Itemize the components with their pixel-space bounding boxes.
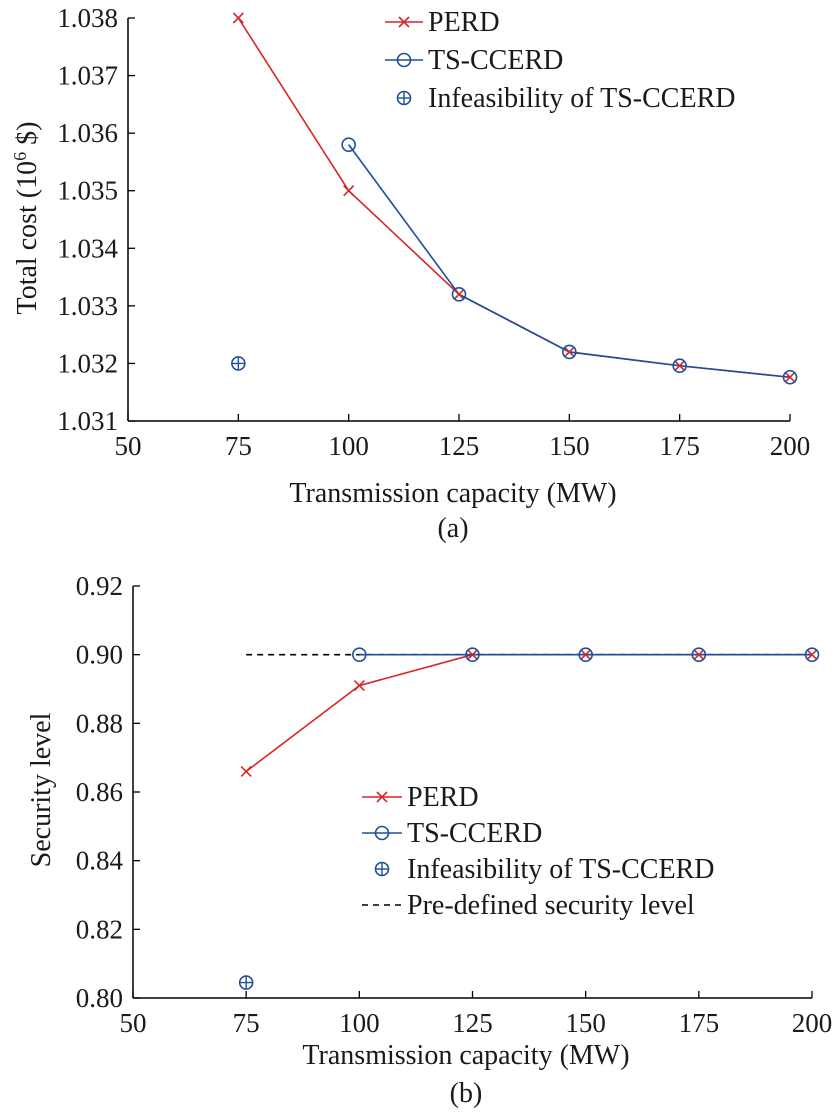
data-point-perd — [784, 371, 796, 383]
legend-marker — [396, 90, 412, 106]
y-tick-label: 1.034 — [57, 233, 118, 263]
data-point-ts-ccerd — [804, 647, 820, 662]
y-axis-label-a-tail: $) — [12, 122, 43, 152]
y-tick-label: 1.033 — [57, 291, 118, 321]
chart-panel-b: Transmission capacity (MW) (b) Security … — [26, 571, 832, 1109]
legend-a: PERD TS-CCERD Infeasibility of TS-CCERD — [385, 7, 735, 114]
data-point-infeasible — [238, 975, 254, 990]
legend-item: Pre-defined security level — [362, 890, 695, 921]
y-tick-label: 1.035 — [57, 176, 118, 206]
y-tick-label: 1.036 — [57, 118, 118, 148]
data-point-perd — [353, 680, 365, 692]
panel-label-a: (a) — [437, 513, 468, 544]
legend-marker — [398, 16, 410, 28]
data-point-perd — [693, 649, 705, 661]
legend-label: TS-CCERD — [407, 818, 542, 849]
y-axis-label-a-main: Total cost (10 — [12, 161, 43, 315]
x-tick-label: 75 — [233, 1008, 260, 1038]
data-point-ts-ccerd — [465, 647, 480, 662]
data-point-perd — [466, 649, 479, 661]
x-axis-label-a: Transmission capacity (MW) — [289, 478, 616, 509]
legend-label: TS-CCERD — [428, 45, 563, 76]
legend-label: PERD — [428, 7, 500, 38]
data-point-perd — [232, 12, 244, 24]
x-tick-label: 175 — [659, 431, 700, 461]
data-point-ts-ccerd — [578, 647, 593, 662]
panel-label-b: (b) — [450, 1078, 483, 1109]
legend-item: Infeasibility of TS-CCERD — [374, 854, 714, 885]
data-point-ts-ccerd — [782, 369, 798, 385]
x-tick-label: 50 — [120, 1008, 147, 1038]
x-tick-label: 200 — [792, 1008, 833, 1038]
data-point-perd — [240, 765, 252, 777]
y-tick-label: 0.86 — [76, 777, 123, 807]
data-point-ts-ccerd — [352, 647, 367, 662]
x-tick-label: 125 — [439, 431, 480, 461]
data-point-perd — [674, 360, 686, 372]
x-tick-label: 100 — [328, 431, 369, 461]
y-axis-label-a: Total cost (106 $) — [10, 122, 43, 315]
y-axis-label-a-sup: 6 — [10, 152, 30, 161]
data-point-ts-ccerd — [341, 137, 356, 152]
y-tick-label: 1.032 — [57, 348, 118, 378]
y-tick-label: 0.92 — [76, 571, 123, 601]
legend-marker — [374, 861, 390, 877]
legend-item: TS-CCERD — [362, 818, 542, 849]
legend-marker — [396, 52, 412, 68]
data-point-perd — [806, 649, 818, 661]
y-axis-label-b: Security level — [26, 712, 57, 867]
series-line-perd — [245, 653, 812, 773]
y-tick-label: 1.031 — [57, 406, 118, 436]
data-point-perd — [563, 346, 575, 358]
series-line-ts-ccerd — [348, 144, 791, 379]
data-point-perd — [343, 185, 355, 197]
legend-marker — [376, 791, 388, 803]
legend-item: TS-CCERD — [385, 45, 563, 76]
data-point-ts-ccerd — [451, 287, 467, 302]
legend-item: PERD — [385, 7, 500, 38]
y-tick-label: 0.80 — [76, 983, 123, 1013]
y-tick-label: 1.037 — [57, 61, 118, 91]
y-tick-label: 0.84 — [76, 846, 124, 876]
y-tick-label: 0.90 — [76, 640, 123, 670]
legend-label: Infeasibility of TS-CCERD — [428, 83, 735, 114]
x-tick-label: 175 — [679, 1008, 720, 1038]
legend-marker — [374, 825, 390, 841]
y-tick-label: 1.038 — [57, 3, 118, 33]
x-tick-label: 50 — [115, 431, 142, 461]
x-tick-label: 100 — [339, 1008, 380, 1038]
x-tick-label: 150 — [565, 1008, 606, 1038]
data-point-perd — [453, 288, 465, 300]
legend-item: Infeasibility of TS-CCERD — [396, 83, 735, 114]
y-tick-label: 0.82 — [76, 914, 123, 944]
x-tick-label: 200 — [770, 431, 811, 461]
chart-panel-a: Transmission capacity (MW) (a) Total cos… — [10, 3, 810, 544]
data-point-perd — [580, 649, 592, 661]
x-tick-label: 75 — [225, 431, 252, 461]
legend-label: Infeasibility of TS-CCERD — [407, 854, 714, 885]
y-tick-label: 0.88 — [76, 708, 123, 738]
legend-label: Pre-defined security level — [407, 890, 695, 921]
legend-item: PERD — [362, 782, 479, 813]
legend-b: PERD TS-CCERD Infeasibility of TS-CCERD Pre… — [362, 782, 714, 921]
data-point-ts-ccerd — [562, 344, 577, 360]
data-point-ts-ccerd — [691, 647, 707, 662]
x-tick-label: 125 — [452, 1008, 493, 1038]
legend-label: PERD — [407, 782, 479, 813]
data-point-ts-ccerd — [672, 358, 687, 374]
x-axis-label-b: Transmission capacity (MW) — [302, 1040, 629, 1071]
data-point-infeasible — [231, 356, 246, 371]
x-tick-label: 150 — [549, 431, 590, 461]
